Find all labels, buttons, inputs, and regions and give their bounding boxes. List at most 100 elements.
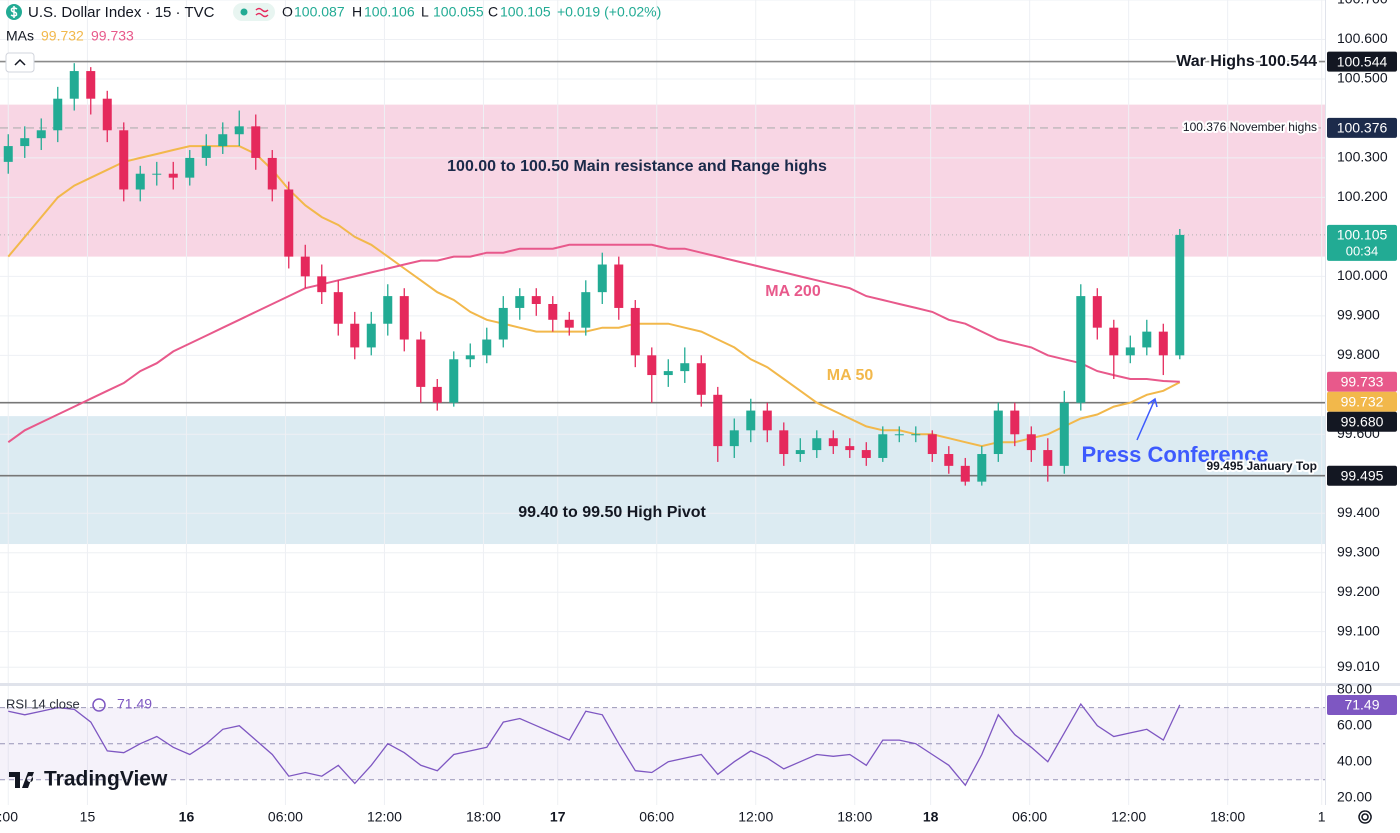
candle-body [944, 454, 954, 466]
candle-body [795, 450, 805, 455]
last-price-tag [1327, 224, 1397, 261]
y-tick-label: 99.200 [1337, 583, 1380, 599]
candle-body [564, 319, 574, 328]
price-pane: 100.00 to 100.50 Main resistance and Ran… [0, 0, 1325, 683]
candle-body [366, 323, 376, 348]
zone-label: 99.40 to 99.50 High Pivot [518, 504, 706, 521]
candle-body [399, 296, 409, 340]
ohlc-value: 100.105 [500, 4, 551, 20]
y-tick-label: 100.600 [1337, 30, 1388, 46]
candle-body [185, 157, 195, 178]
price-tag [1327, 371, 1397, 392]
ohlc-value: 100.055 [433, 4, 484, 20]
ohlc-key: O [282, 4, 293, 20]
x-tick-label: 18 [923, 809, 939, 825]
candle-body [531, 296, 541, 304]
candle-body [350, 323, 360, 348]
collapse-button[interactable] [5, 52, 35, 73]
candle-body [696, 363, 706, 395]
candle-body [1142, 331, 1152, 348]
y-tick-label: 99.010 [1337, 658, 1380, 674]
x-tick-label: 1 [1318, 809, 1326, 825]
candle-body [1010, 410, 1020, 435]
candle-body [1158, 331, 1168, 356]
candle-body [449, 359, 459, 403]
ma-legend-value: 99.733 [91, 28, 134, 44]
status-dot [240, 8, 248, 16]
rsi-tick-label: 20.00 [1337, 788, 1372, 804]
candle-body [729, 430, 739, 447]
rsi-band [0, 707, 1325, 780]
candle-body [878, 434, 888, 458]
ohlc-value: 100.087 [294, 4, 345, 20]
price-tag [1327, 391, 1397, 412]
candle-body [960, 465, 970, 482]
candle-body [1175, 234, 1185, 356]
last-price-tag-label: 100.105 [1337, 227, 1388, 243]
candle-body [53, 98, 63, 131]
x-tick-label: 15 [80, 809, 96, 825]
price-tag-label: 99.733 [1341, 373, 1384, 389]
price-tag-label: 100.544 [1337, 53, 1388, 69]
candle-body [333, 292, 343, 324]
candle-body [36, 130, 46, 139]
x-tick-label: 12:00 [1111, 809, 1146, 825]
candle-body [69, 71, 79, 99]
rsi-tick-label: 80.00 [1337, 680, 1372, 696]
candle-body [251, 126, 261, 158]
candle-body [861, 450, 871, 458]
candle-body [465, 355, 475, 360]
x-tick-label: 06:00 [1012, 809, 1047, 825]
candle-body [267, 157, 277, 190]
x-tick-label: 17 [550, 809, 566, 825]
brand-logo [9, 772, 34, 788]
candle-body [911, 434, 921, 436]
candle-body [383, 296, 393, 324]
candle-body [1076, 296, 1086, 403]
candle-body [663, 371, 673, 376]
rsi-icon [92, 698, 106, 712]
ma-line [7, 243, 1180, 444]
candle-body [135, 173, 145, 190]
x-tick-label: 16 [179, 809, 195, 825]
ohlc-value: 100.106 [364, 4, 415, 20]
ma-legend-value: 99.732 [41, 28, 84, 44]
x-tick-label: 06:00 [268, 809, 303, 825]
y-tick-label: 99.900 [1337, 307, 1380, 323]
ma-label: MA 200 [765, 283, 821, 300]
x-tick-label: 12:00 [367, 809, 402, 825]
candle-body [1026, 434, 1036, 451]
rsi-legend-value: 71.49 [117, 696, 152, 712]
brand-name: TradingView [44, 768, 168, 791]
annotation-arrow [1136, 397, 1158, 441]
ohlc-key: H [352, 4, 362, 20]
candle-body [86, 71, 96, 99]
symbol-icon-glyph [10, 6, 18, 18]
candle-body [1092, 296, 1102, 328]
zone [0, 416, 1325, 545]
collapse-icon [14, 58, 26, 66]
zone [0, 104, 1325, 257]
ma-label: MA 50 [827, 367, 874, 384]
candle-body [3, 146, 13, 162]
x-tick-label: 18:00 [1210, 809, 1245, 825]
settings-icon[interactable] [1358, 810, 1372, 824]
y-tick-label: 100.000 [1337, 267, 1388, 283]
y-tick-label: 100.200 [1337, 188, 1388, 204]
price-tag [1327, 117, 1397, 138]
candle-body [416, 339, 426, 387]
status-pill[interactable] [233, 3, 275, 21]
change: +0.019 (+0.02%) [557, 4, 661, 20]
candle-body [680, 363, 690, 372]
y-tick-label: 100.300 [1337, 149, 1388, 165]
candle-body [630, 307, 640, 356]
rsi-line [8, 702, 1181, 787]
candle-body [581, 292, 591, 328]
candle-body [152, 173, 162, 175]
status-icon [255, 7, 269, 18]
rsi-tag-label: 71.49 [1344, 697, 1379, 713]
price-tag-label: 100.376 [1337, 120, 1388, 136]
